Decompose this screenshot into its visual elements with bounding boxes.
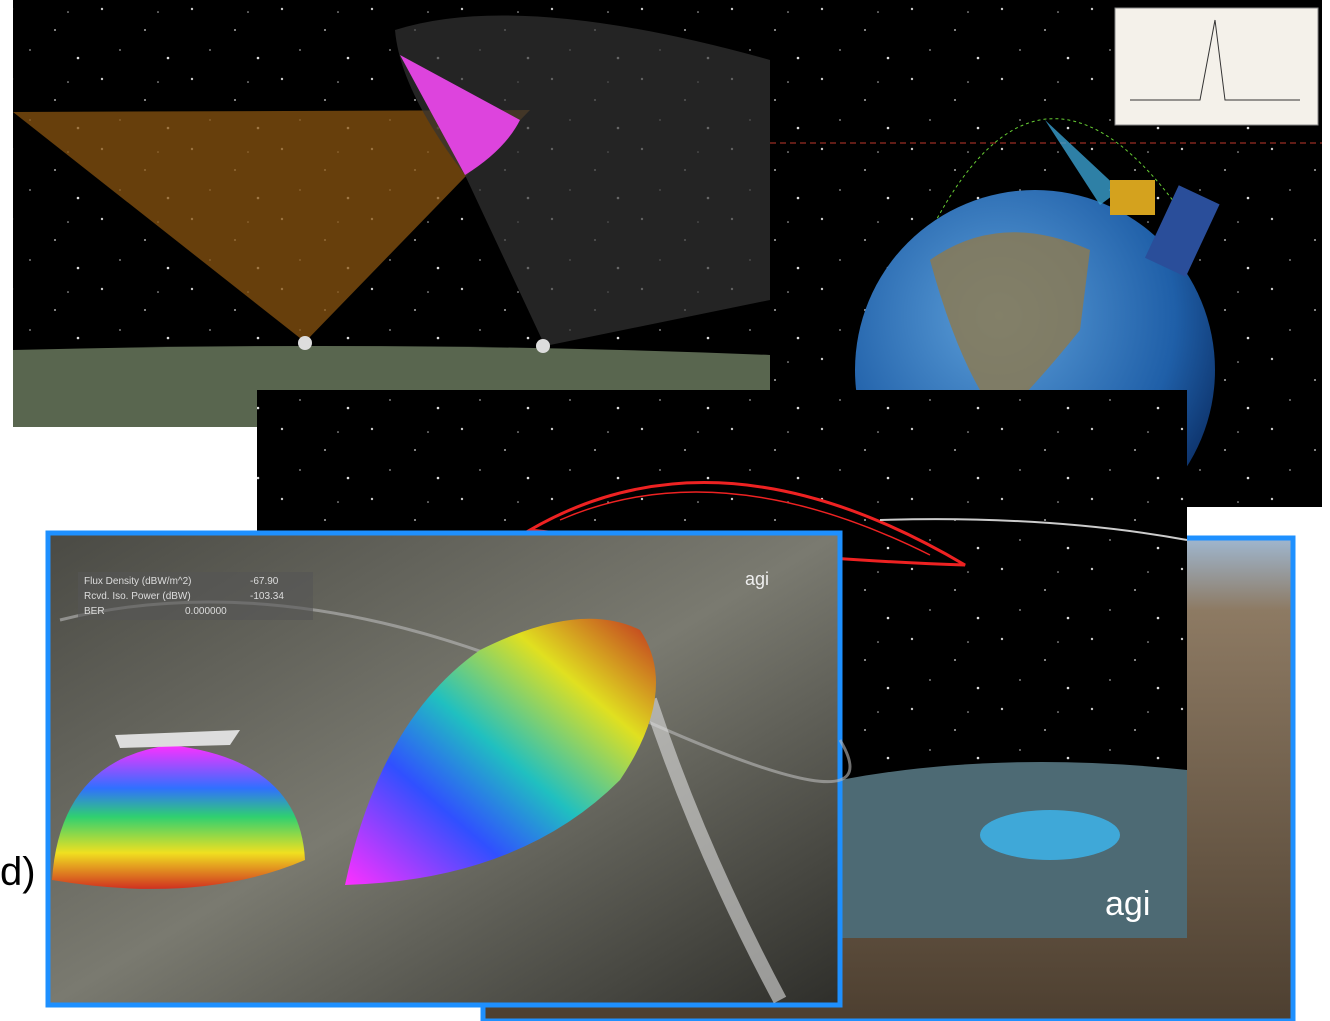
antenna-pattern-panel: Flux Density (dBW/m^2) -67.90 Rcvd. Iso.… bbox=[45, 530, 852, 1008]
overlay-label: Flux Density (dBW/m^2) bbox=[84, 576, 192, 587]
logo: agi bbox=[1105, 885, 1150, 923]
sensor-cones-panel bbox=[13, 0, 770, 427]
overlay-value: 0.000000 bbox=[185, 606, 227, 617]
logo: agi bbox=[745, 569, 769, 589]
overlay-value: -103.34 bbox=[250, 591, 284, 602]
overlay-value: -67.90 bbox=[250, 576, 279, 587]
caption-fragment: d) bbox=[0, 850, 36, 894]
overlay-label: BER bbox=[84, 606, 105, 617]
overlay-label: Rcvd. Iso. Power (dBW) bbox=[84, 591, 191, 602]
